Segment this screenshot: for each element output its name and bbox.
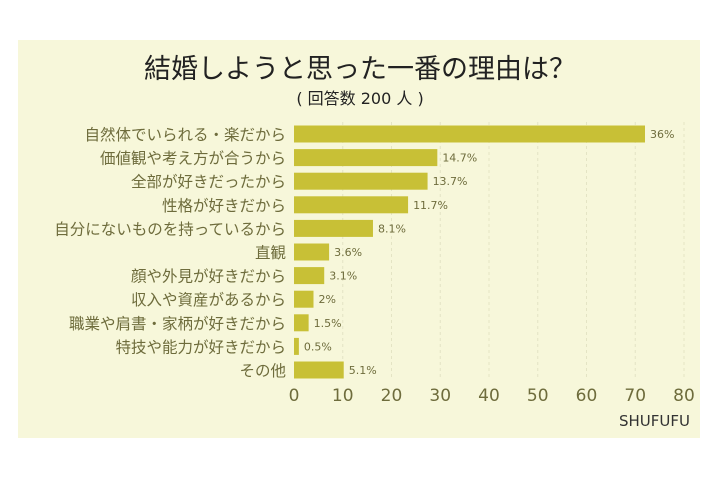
data-label: 3.1%	[329, 270, 357, 283]
category-label: 顔や外見が好きだから	[131, 268, 286, 286]
x-tick-label: 60	[576, 386, 598, 406]
category-label: 全部が好きだったから	[131, 173, 286, 191]
data-label: 14.7%	[442, 152, 477, 165]
bar	[294, 196, 409, 214]
bar	[294, 267, 325, 285]
data-label: 1.5%	[314, 317, 342, 330]
chart-title: 結婚しようと思った一番の理由は？	[144, 54, 576, 85]
data-label: 0.5%	[304, 340, 332, 353]
data-label: 3.6%	[334, 246, 362, 259]
data-label: 11.7%	[413, 199, 448, 212]
category-label: 自然体でいられる・楽だから	[84, 126, 286, 144]
data-label: 2%	[319, 293, 336, 306]
bar	[294, 337, 299, 355]
category-label: 直観	[255, 244, 286, 262]
bar	[294, 149, 438, 167]
watermark-logo: SHUFUFU	[619, 412, 690, 430]
category-label: 収入や資産があるから	[131, 291, 286, 309]
data-label: 8.1%	[378, 222, 406, 235]
category-label: 価値観や考え方が合うから	[100, 150, 286, 168]
category-label: 性格が好きだから	[162, 197, 286, 215]
x-tick-label: 50	[527, 386, 549, 406]
x-tick-label: 20	[381, 386, 403, 406]
bar	[294, 125, 645, 143]
bar	[294, 361, 344, 379]
bar	[294, 314, 309, 332]
x-tick-label: 80	[673, 386, 695, 406]
bar	[294, 172, 428, 190]
data-label: 5.1%	[349, 364, 377, 377]
x-tick-label: 40	[478, 386, 500, 406]
x-tick-label: 30	[429, 386, 451, 406]
data-label: 36%	[650, 128, 674, 141]
x-tick-label: 10	[332, 386, 354, 406]
category-label: 職業や肩書・家柄が好きだから	[69, 315, 286, 333]
bar	[294, 290, 314, 308]
category-label: 自分にないものを持っているから	[54, 220, 286, 238]
bar	[294, 219, 373, 237]
x-tick-label: 0	[289, 386, 300, 406]
bar	[294, 243, 330, 261]
category-label: その他	[239, 362, 286, 380]
data-label: 13.7%	[433, 175, 468, 188]
category-label: 特技や能力が好きだから	[115, 338, 286, 356]
x-tick-label: 70	[624, 386, 646, 406]
chart-subtitle: ( 回答数 200 人 )	[296, 89, 423, 108]
